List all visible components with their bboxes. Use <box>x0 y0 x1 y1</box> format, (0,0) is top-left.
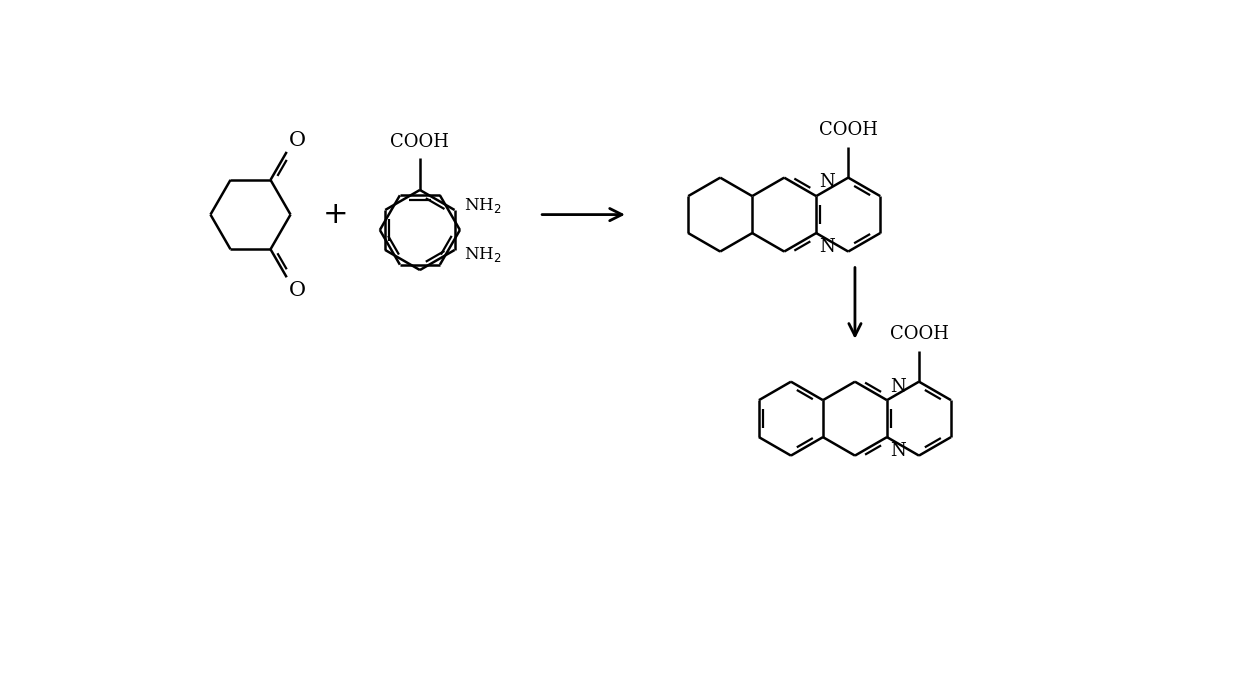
Text: COOH: COOH <box>818 121 878 139</box>
Text: N: N <box>820 238 835 256</box>
Text: O: O <box>289 281 306 300</box>
Text: NH$_2$: NH$_2$ <box>464 245 501 264</box>
Text: N: N <box>820 173 835 191</box>
Text: COOH: COOH <box>391 133 449 151</box>
Text: N: N <box>890 442 905 460</box>
Text: O: O <box>289 131 306 149</box>
Text: COOH: COOH <box>889 325 949 343</box>
Text: NH$_2$: NH$_2$ <box>464 196 501 215</box>
Text: N: N <box>890 377 905 395</box>
Text: +: + <box>322 200 348 229</box>
